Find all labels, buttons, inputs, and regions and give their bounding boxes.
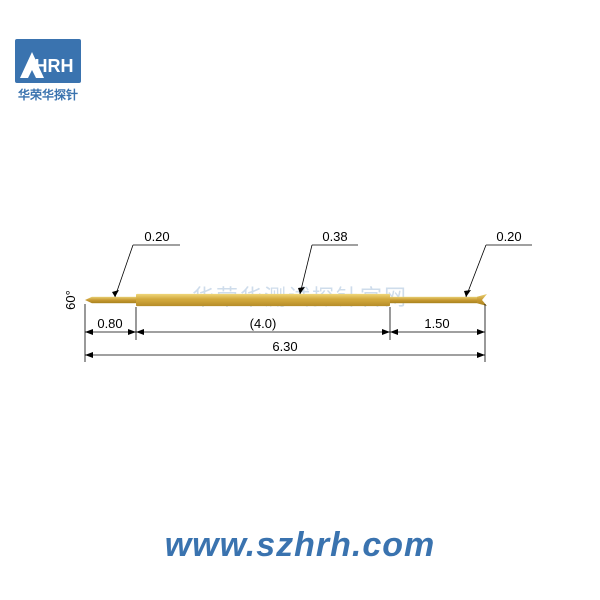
probe-right-shaft (390, 297, 477, 303)
dim-seg-mid: (4.0) (250, 316, 277, 331)
probe-diagram: 0.20 0.38 0.20 60° 0.80 (4.0) 1.50 (0, 0, 600, 600)
site-url: www.szhrh.com (0, 526, 600, 565)
dim-row-total: 6.30 (85, 339, 485, 358)
dim-leader-mid-0-38: 0.38 (298, 229, 358, 294)
dim-seg-left: 0.80 (97, 316, 122, 331)
dim-tip-right: 0.20 (496, 229, 521, 244)
dim-angle-60: 60° (63, 290, 78, 310)
dim-total-len: 6.30 (272, 339, 297, 354)
probe-left-cone (85, 297, 92, 303)
dim-leader-left-0-20: 0.20 (112, 229, 180, 297)
probe-right-crown (477, 294, 487, 306)
dim-tip-left: 0.20 (144, 229, 169, 244)
svg-text:60°: 60° (63, 290, 78, 310)
dim-row-segments: 0.80 (4.0) 1.50 (85, 316, 485, 335)
probe-left-plunger (92, 297, 136, 303)
probe-barrel (136, 294, 390, 306)
dim-barrel: 0.38 (322, 229, 347, 244)
dim-seg-right: 1.50 (424, 316, 449, 331)
dim-leader-right-0-20: 0.20 (464, 229, 532, 297)
